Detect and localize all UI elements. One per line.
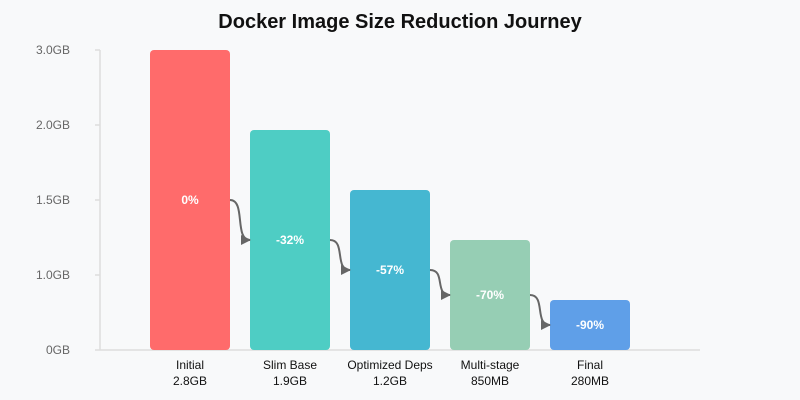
category-label: Multi-stage [461,358,520,372]
category-label: Initial [176,358,204,372]
y-tick-label: 1.5GB [36,193,70,207]
connector-arrow [329,239,351,275]
bar [350,190,430,350]
size-label: 1.9GB [273,374,307,388]
category-label: Slim Base [263,358,317,372]
size-label: 280MB [571,374,609,388]
bar-reduction-label: -70% [476,288,504,302]
y-tick-label: 3.0GB [36,43,70,57]
bar [250,130,330,350]
bars [150,50,630,350]
connector-arrow [429,269,451,300]
bar-reduction-label: -90% [576,318,604,332]
chart-title: Docker Image Size Reduction Journey [218,11,582,33]
size-label: 1.2GB [373,374,407,388]
bar-reduction-label: 0% [181,193,199,207]
size-label: 2.8GB [173,374,207,388]
bar [550,300,630,350]
bar [150,50,230,350]
y-tick-label: 2.0GB [36,118,70,132]
bar-reduction-label: -57% [376,263,404,277]
size-label: 850MB [471,374,509,388]
category-label: Final [577,358,603,372]
y-tick-label: 1.0GB [36,268,70,282]
connector-arrow [529,294,551,330]
category-label: Optimized Deps [347,358,432,372]
bar-reduction-label: -32% [276,233,304,247]
connectors [229,199,551,330]
labels: 0% Initial 2.8GB -32% Slim Base 1.9GB -57% Opti… [173,193,609,388]
y-tick-label: 0GB [46,343,70,357]
connector-arrow [229,199,251,245]
bar [450,240,530,350]
